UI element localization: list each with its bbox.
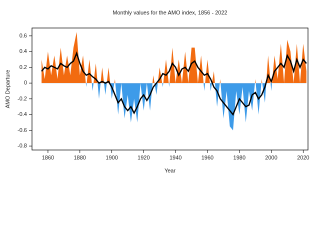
y-tick-label: 0 (24, 81, 27, 87)
chart-title: Monthly values for the AMO index, 1856 -… (113, 10, 228, 16)
x-tick-label: 1900 (106, 155, 118, 161)
y-tick-label: 0.2 (19, 65, 27, 71)
y-tick-label: -0.4 (18, 112, 27, 118)
y-axis-label: AMO Departure (5, 70, 11, 109)
y-tick-label: -0.8 (18, 144, 27, 150)
x-tick-label: 1860 (42, 155, 54, 161)
x-tick-label: 2020 (297, 155, 309, 161)
x-tick-label: 1940 (169, 155, 181, 161)
plot-frame (31, 27, 309, 151)
smoothed-line (41, 51, 307, 116)
y-tick-label: -0.6 (18, 128, 27, 134)
positive-area (41, 31, 307, 84)
y-tick-label: -0.2 (18, 96, 27, 102)
x-tick-label: 1960 (201, 155, 213, 161)
x-tick-label: 2000 (265, 155, 277, 161)
x-tick-label: 1980 (233, 155, 245, 161)
y-tick-label: 0.4 (19, 49, 27, 55)
negative-area (41, 83, 307, 131)
x-tick-label: 1920 (138, 155, 150, 161)
x-tick-label: 1880 (74, 155, 86, 161)
page: Monthly values for the AMO index, 1856 -… (5, 10, 310, 175)
chart: Monthly values for the AMO index, 1856 -… (5, 10, 309, 174)
y-tick-label: 0.6 (19, 33, 27, 39)
x-axis-label: Year (164, 168, 175, 174)
